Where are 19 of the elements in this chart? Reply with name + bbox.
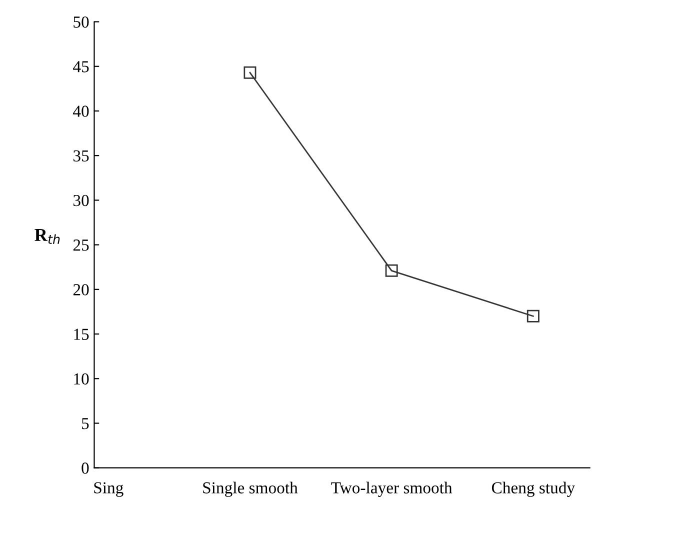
x-tick-label: Two-layer smooth bbox=[331, 482, 452, 497]
y-tick-label: 10 bbox=[74, 373, 89, 385]
y-tick-label: 5 bbox=[82, 418, 89, 430]
y-axis-title: R$_{th}$ bbox=[34, 229, 60, 244]
x-tick-label: Cheng study bbox=[492, 482, 576, 497]
x-tick-label: Sing bbox=[94, 482, 124, 497]
y-tick-label: 15 bbox=[74, 328, 89, 340]
y-tick-label: 0 bbox=[82, 462, 89, 474]
x-tick-label: Single smooth bbox=[203, 482, 298, 497]
point bbox=[244, 66, 256, 79]
y-tick-label: 20 bbox=[73, 284, 89, 296]
point bbox=[526, 310, 540, 322]
y-tick-label: 40 bbox=[73, 106, 89, 117]
y-tick-label: 45 bbox=[73, 61, 89, 72]
point bbox=[385, 264, 398, 277]
y-tick-label: 50 bbox=[74, 16, 89, 28]
y-tick-label: 30 bbox=[74, 194, 89, 206]
y-tick-label: 35 bbox=[74, 150, 89, 162]
y-tick-label: 25 bbox=[73, 240, 89, 251]
